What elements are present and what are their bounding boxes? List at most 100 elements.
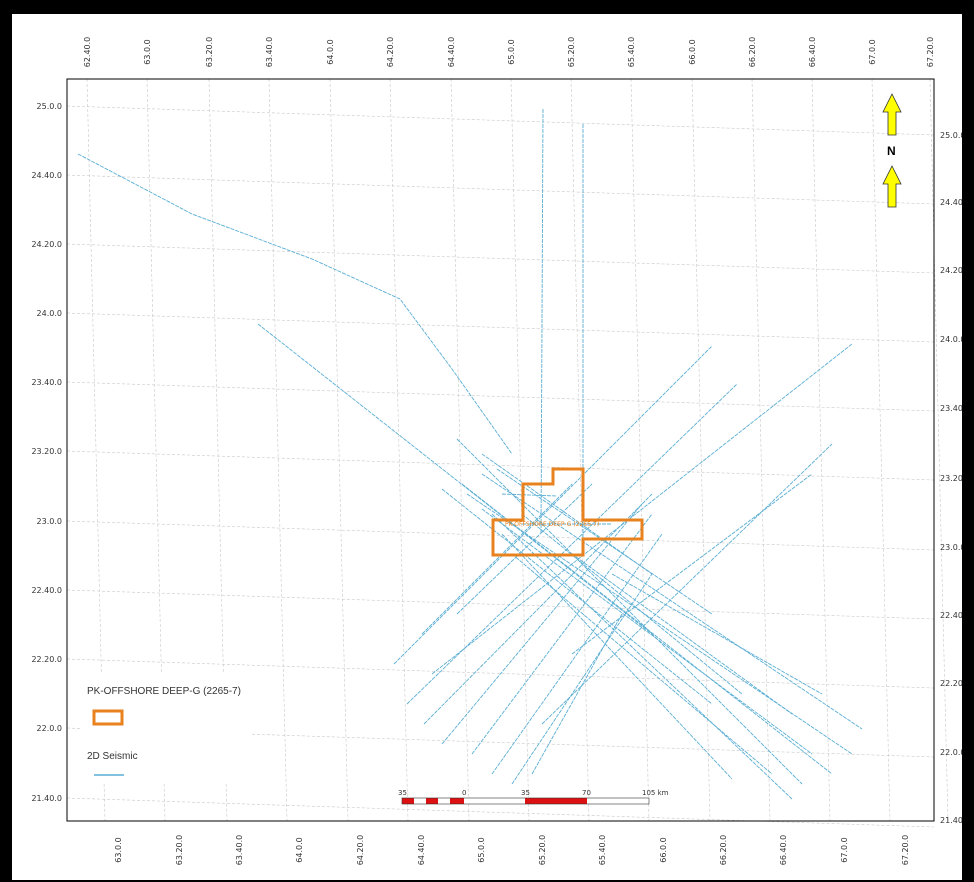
seismic-line <box>541 443 833 725</box>
bottom-axis-label: 64.40.0 <box>417 835 426 866</box>
map-border <box>66 78 935 822</box>
grid-meridian <box>268 78 288 822</box>
seismic-line <box>481 508 813 755</box>
scale-segment <box>426 798 438 804</box>
bottom-axis-label: 65.20.0 <box>538 835 547 866</box>
block-polygon <box>491 467 644 557</box>
grid-meridian <box>208 78 228 822</box>
grid-parallel <box>66 797 935 828</box>
bottom-axis-label: 63.40.0 <box>235 835 244 866</box>
left-axis: 25.0.0 24.40.0 24.20.0 24.0.0 23.40.0 23.20.0… <box>31 102 62 803</box>
grid-parallel <box>66 105 935 136</box>
top-axis-label: 65.40.0 <box>627 37 636 68</box>
seismic-line <box>611 573 823 695</box>
seismic-line <box>491 533 663 775</box>
seismic-line <box>540 108 544 535</box>
bottom-axis-label: 65.40.0 <box>598 835 607 866</box>
right-axis-label: 24.20.0 <box>940 266 962 275</box>
seismic-line <box>456 438 803 785</box>
grid-meridian <box>630 78 650 822</box>
top-axis-label: 64.40.0 <box>447 37 456 68</box>
right-axis-label: 25.0.0 <box>940 131 962 140</box>
grid-meridian <box>450 78 470 822</box>
left-axis-label: 24.20.0 <box>31 240 62 249</box>
seismic-line <box>456 483 593 615</box>
seismic-line <box>481 473 863 730</box>
grid-parallel <box>66 450 935 481</box>
seismic-line <box>571 553 793 715</box>
left-axis-label: 23.20.0 <box>31 447 62 456</box>
grid-meridian <box>86 78 106 822</box>
map-frame: PK-OFFSHORE DEEP-G (2265-7) 62.40.0 63.0.… <box>12 14 962 880</box>
grid-meridian <box>146 78 166 822</box>
grid-parallel <box>66 589 935 620</box>
right-axis-label: 22.20.0 <box>940 679 962 688</box>
seismic-line <box>491 513 793 800</box>
left-axis-label: 24.40.0 <box>31 171 62 180</box>
scale-outline <box>401 797 650 805</box>
seismic-line <box>406 383 738 705</box>
legend-block-title: PK-OFFSHORE DEEP-G (2265-7) <box>87 686 241 697</box>
top-axis-label: 67.20.0 <box>926 37 935 68</box>
seismic-line <box>501 533 733 780</box>
grid-meridian <box>929 78 949 822</box>
left-axis-label: 25.0.0 <box>37 102 62 111</box>
seismic-line <box>393 345 713 665</box>
left-axis-label: 22.40.0 <box>31 586 62 595</box>
top-axis-label: 64.0.0 <box>326 39 335 64</box>
grid-meridian <box>570 78 590 822</box>
grid-meridian <box>751 78 771 822</box>
left-axis-label: 23.40.0 <box>31 378 62 387</box>
legend-block-swatch <box>92 709 124 726</box>
seismic-line <box>421 483 573 635</box>
scale-label: 0 <box>462 789 466 797</box>
seismic-line <box>471 513 653 755</box>
top-axis-label: 65.0.0 <box>507 39 516 64</box>
bottom-axis-label: 67.20.0 <box>901 835 910 866</box>
bottom-axis-label: 64.0.0 <box>295 837 304 862</box>
scale-segment <box>402 798 414 804</box>
bottom-axis-label: 64.20.0 <box>356 835 365 866</box>
right-axis-label: 22.40.0 <box>940 611 962 620</box>
top-axis-label: 67.0.0 <box>868 39 877 64</box>
left-axis-label: 21.40.0 <box>31 794 62 803</box>
scale-segment <box>464 798 525 804</box>
right-axis-label: 22.0.0 <box>940 748 962 757</box>
top-axis-label: 63.20.0 <box>205 37 214 68</box>
right-axis-label: 24.40.0 <box>940 198 962 207</box>
bottom-axis-label: 66.0.0 <box>659 837 668 862</box>
grid-meridian <box>811 78 831 822</box>
bottom-axis-label: 66.40.0 <box>779 835 788 866</box>
scale-label: 70 <box>582 789 591 797</box>
right-axis-label: 24.0.0 <box>940 335 962 344</box>
north-label: N <box>887 144 896 158</box>
bottom-axis-label: 66.20.0 <box>719 835 728 866</box>
scale-segment <box>450 798 464 804</box>
legend-background <box>82 674 252 784</box>
bottom-axis-label: 67.0.0 <box>840 837 849 862</box>
scale-segment <box>525 798 587 804</box>
seismic-line <box>441 488 713 705</box>
seismic-line <box>511 553 773 775</box>
bottom-axis: 63.0.0 63.20.0 63.40.0 64.0.0 64.20.0 64.40.0… <box>114 835 910 866</box>
seismic-line <box>257 323 653 635</box>
north-arrow-upper-icon <box>882 93 902 136</box>
top-axis: 62.40.0 63.0.0 63.20.0 63.40.0 64.0.0 64.20.0… <box>83 37 935 68</box>
right-axis-label: 23.0.0 <box>940 543 962 552</box>
grid-meridian <box>329 78 349 822</box>
right-axis-label: 23.40.0 <box>940 404 962 413</box>
grid-meridian <box>691 78 711 822</box>
block-map-label: PK-OFFSHORE DEEP-G (2265-7) <box>505 521 599 528</box>
scale-segment <box>438 798 450 804</box>
block-outline: PK-OFFSHORE DEEP-G (2265-7) <box>491 467 644 557</box>
north-arrow: N <box>882 93 902 208</box>
top-axis-label: 63.40.0 <box>265 37 274 68</box>
seismic-map: PK-OFFSHORE DEEP-G (2265-7) 62.40.0 63.0.… <box>31 37 962 866</box>
legend-seismic-title: 2D Seismic <box>87 751 138 762</box>
grid-parallel <box>66 520 935 551</box>
top-axis-label: 64.20.0 <box>386 37 395 68</box>
right-axis-label: 21.40.0 <box>940 816 962 825</box>
grid-parallel <box>66 312 935 343</box>
seismic-lines <box>77 108 863 800</box>
right-axis-label: 23.20.0 <box>940 474 962 483</box>
